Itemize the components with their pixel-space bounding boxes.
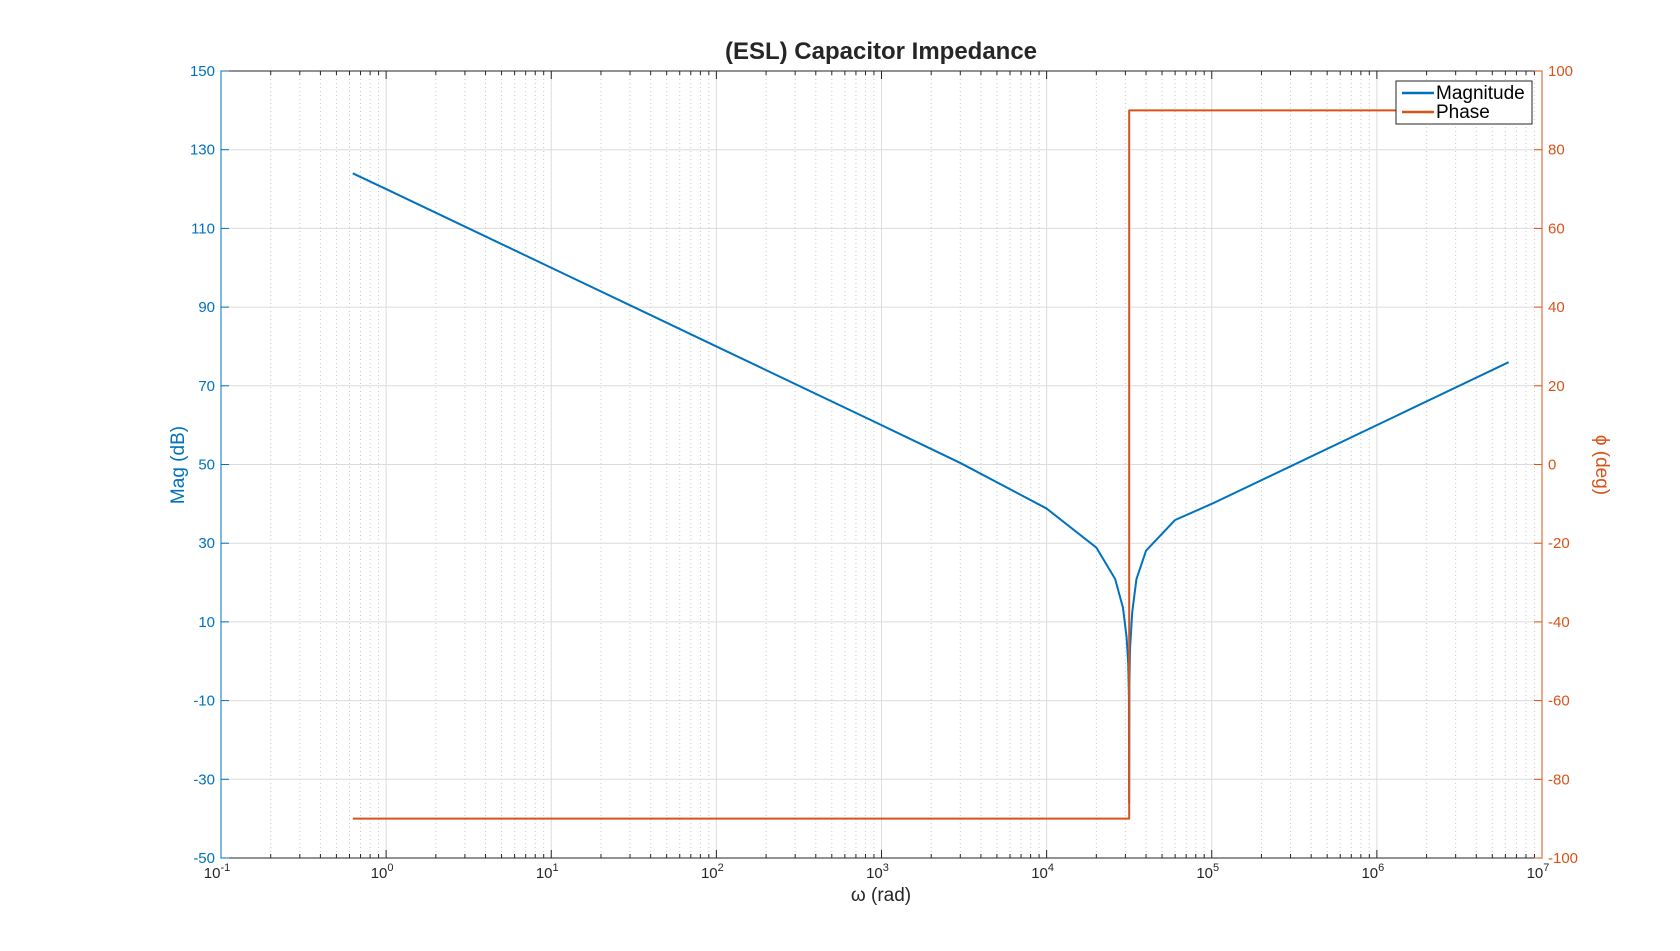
chart-title: (ESL) Capacitor Impedance bbox=[725, 38, 1037, 65]
y-right-tick-label: 100 bbox=[1548, 63, 1573, 80]
y-right-tick-label: 0 bbox=[1548, 457, 1556, 474]
x-tick-label: 100 bbox=[371, 862, 394, 882]
y-left-tick-label: 10 bbox=[198, 614, 215, 631]
x-tick-label: 106 bbox=[1361, 862, 1384, 882]
legend-label-magnitude: Magnitude bbox=[1436, 83, 1525, 104]
y-left-tick-label: -30 bbox=[193, 771, 215, 788]
y-left-tick-label: -10 bbox=[193, 693, 215, 710]
y-right-tick-label: 60 bbox=[1548, 220, 1565, 237]
series-layer bbox=[352, 109, 1510, 820]
y-axis-label-right: ϕ (deg) bbox=[1591, 435, 1612, 495]
x-axis-label: ω (rad) bbox=[851, 885, 911, 906]
x-tick-label: 104 bbox=[1031, 862, 1054, 882]
x-tick-label: 102 bbox=[701, 862, 724, 882]
y-right-tick-label: 20 bbox=[1548, 378, 1565, 395]
y-axis-label-left: Mag (dB) bbox=[168, 426, 189, 504]
y-left-tick-label: 130 bbox=[190, 142, 215, 159]
y-right-tick-label: -80 bbox=[1548, 771, 1570, 788]
y-right-tick-label: -20 bbox=[1548, 535, 1570, 552]
x-tick-label: 105 bbox=[1196, 862, 1219, 882]
y-left-tick-label: 70 bbox=[198, 378, 215, 395]
y-right-tick-label: -100 bbox=[1548, 850, 1578, 867]
series-line-phase bbox=[352, 109, 1509, 820]
x-tick-label: 101 bbox=[536, 862, 559, 882]
x-tick-label: 10-1 bbox=[204, 862, 230, 882]
x-tick-label: 103 bbox=[866, 862, 889, 882]
legend: Magnitude Phase bbox=[1395, 80, 1533, 125]
legend-box bbox=[1395, 80, 1533, 125]
y-left-tick-label: 110 bbox=[191, 220, 215, 237]
y-right-tick-label: 80 bbox=[1548, 142, 1565, 159]
grid bbox=[220, 70, 1543, 859]
legend-label-phase: Phase bbox=[1436, 102, 1490, 123]
y-right-tick-label: -40 bbox=[1548, 614, 1570, 631]
y-left-tick-label: 150 bbox=[190, 63, 215, 80]
x-tick-label: 107 bbox=[1527, 862, 1550, 882]
y-left-tick-label: 50 bbox=[198, 457, 215, 474]
y-left-tick-label: -50 bbox=[193, 850, 215, 867]
y-right-tick-label: 40 bbox=[1548, 299, 1565, 316]
axis-ticks: 10-1 100 101 102 103 104 105 106 107150130110907… bbox=[190, 63, 1578, 882]
y-left-tick-label: 30 bbox=[198, 535, 215, 552]
y-right-tick-label: -60 bbox=[1548, 693, 1570, 710]
y-left-tick-label: 90 bbox=[198, 299, 215, 316]
